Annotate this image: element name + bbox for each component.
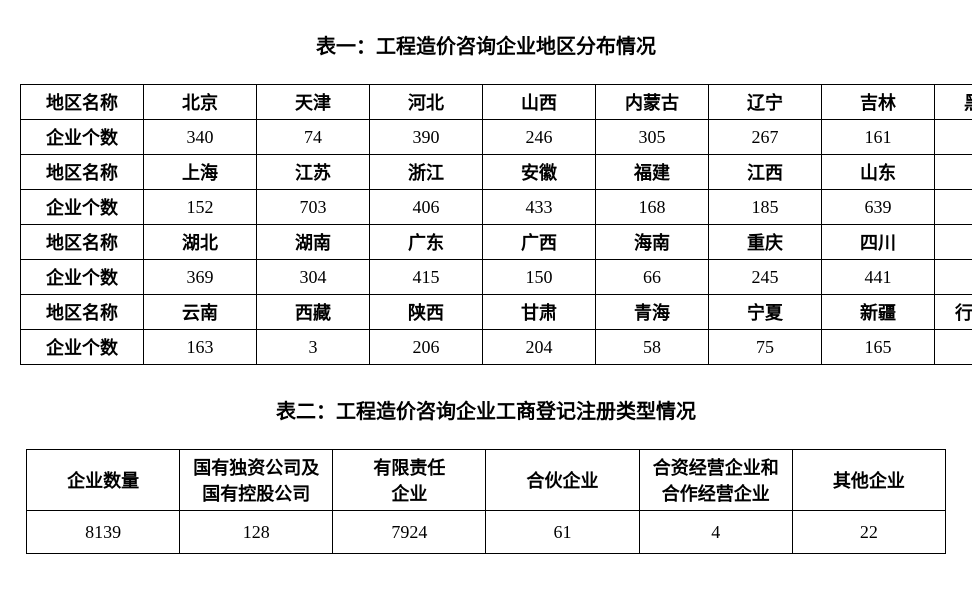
t2-header-cell: 合资经营企业和 合作经营企业 bbox=[639, 450, 792, 511]
table2-title: 表二：工程造价咨询企业工商登记注册类型情况 bbox=[20, 395, 952, 424]
count-row-label: 企业个数 bbox=[21, 260, 144, 295]
count-cell: 185 bbox=[709, 190, 822, 225]
region-cell: 河南 bbox=[935, 155, 972, 190]
count-cell: 204 bbox=[483, 330, 596, 365]
count-cell: 406 bbox=[370, 190, 483, 225]
count-cell: 148 bbox=[935, 120, 972, 155]
table1-title: 表一：工程造价咨询企业地区分布情况 bbox=[20, 30, 952, 59]
region-cell: 浙江 bbox=[370, 155, 483, 190]
region-cell: 河北 bbox=[370, 85, 483, 120]
count-cell: 75 bbox=[709, 330, 822, 365]
region-cell: 天津 bbox=[257, 85, 370, 120]
count-cell: 245 bbox=[709, 260, 822, 295]
count-cell: 703 bbox=[257, 190, 370, 225]
count-cell: 74 bbox=[257, 120, 370, 155]
t2-value-cell: 22 bbox=[792, 511, 945, 554]
t2-header-cell: 有限责任 企业 bbox=[333, 450, 486, 511]
count-row-label: 企业个数 bbox=[21, 330, 144, 365]
region-cell: 海南 bbox=[596, 225, 709, 260]
count-cell: 3 bbox=[257, 330, 370, 365]
count-row-label: 企业个数 bbox=[21, 120, 144, 155]
region-cell: 江苏 bbox=[257, 155, 370, 190]
t2-value-cell: 61 bbox=[486, 511, 639, 554]
region-cell: 江西 bbox=[709, 155, 822, 190]
t2-value-cell: 8139 bbox=[27, 511, 180, 554]
region-cell: 重庆 bbox=[709, 225, 822, 260]
region-cell: 吉林 bbox=[822, 85, 935, 120]
count-cell: 340 bbox=[144, 120, 257, 155]
count-cell: 313 bbox=[935, 190, 972, 225]
region-cell: 陕西 bbox=[370, 295, 483, 330]
t2-header-cell: 其他企业 bbox=[792, 450, 945, 511]
count-row-label: 企业个数 bbox=[21, 190, 144, 225]
region-cell: 山东 bbox=[822, 155, 935, 190]
region-cell: 行业归口 bbox=[935, 295, 972, 330]
region-cell: 广东 bbox=[370, 225, 483, 260]
region-cell: 云南 bbox=[144, 295, 257, 330]
region-cell: 新疆 bbox=[822, 295, 935, 330]
table1: 地区名称北京天津河北山西内蒙古辽宁吉林黑龙江企业个数34074390246305… bbox=[20, 84, 972, 365]
count-cell: 415 bbox=[370, 260, 483, 295]
region-cell: 福建 bbox=[596, 155, 709, 190]
region-row-label: 地区名称 bbox=[21, 225, 144, 260]
count-cell: 433 bbox=[483, 190, 596, 225]
count-cell: 168 bbox=[596, 190, 709, 225]
count-cell: 152 bbox=[144, 190, 257, 225]
region-cell: 贵州 bbox=[935, 225, 972, 260]
region-cell: 上海 bbox=[144, 155, 257, 190]
t2-value-cell: 128 bbox=[180, 511, 333, 554]
count-cell: 163 bbox=[144, 330, 257, 365]
count-cell: 390 bbox=[370, 120, 483, 155]
count-cell: 206 bbox=[370, 330, 483, 365]
t2-value-cell: 7924 bbox=[333, 511, 486, 554]
region-cell: 山西 bbox=[483, 85, 596, 120]
region-cell: 甘肃 bbox=[483, 295, 596, 330]
count-cell: 223 bbox=[935, 330, 972, 365]
region-cell: 湖南 bbox=[257, 225, 370, 260]
t2-header-cell: 企业数量 bbox=[27, 450, 180, 511]
count-cell: 304 bbox=[257, 260, 370, 295]
region-cell: 辽宁 bbox=[709, 85, 822, 120]
count-cell: 639 bbox=[822, 190, 935, 225]
count-cell: 246 bbox=[483, 120, 596, 155]
region-cell: 内蒙古 bbox=[596, 85, 709, 120]
region-cell: 湖北 bbox=[144, 225, 257, 260]
count-cell: 66 bbox=[596, 260, 709, 295]
region-row-label: 地区名称 bbox=[21, 85, 144, 120]
region-cell: 四川 bbox=[822, 225, 935, 260]
count-cell: 441 bbox=[822, 260, 935, 295]
count-cell: 267 bbox=[709, 120, 822, 155]
t2-header-cell: 合伙企业 bbox=[486, 450, 639, 511]
region-cell: 青海 bbox=[596, 295, 709, 330]
t2-header-cell: 国有独资公司及 国有控股公司 bbox=[180, 450, 333, 511]
count-cell: 161 bbox=[822, 120, 935, 155]
region-row-label: 地区名称 bbox=[21, 155, 144, 190]
region-cell: 宁夏 bbox=[709, 295, 822, 330]
region-cell: 北京 bbox=[144, 85, 257, 120]
region-cell: 广西 bbox=[483, 225, 596, 260]
count-cell: 369 bbox=[144, 260, 257, 295]
table2: 企业数量国有独资公司及 国有控股公司有限责任 企业合伙企业合资经营企业和 合作经… bbox=[26, 449, 946, 554]
count-cell: 305 bbox=[596, 120, 709, 155]
region-cell: 西藏 bbox=[257, 295, 370, 330]
region-row-label: 地区名称 bbox=[21, 295, 144, 330]
region-cell: 黑龙江 bbox=[935, 85, 972, 120]
region-cell: 安徽 bbox=[483, 155, 596, 190]
t2-value-cell: 4 bbox=[639, 511, 792, 554]
count-cell: 58 bbox=[596, 330, 709, 365]
count-cell: 165 bbox=[822, 330, 935, 365]
count-cell: 122 bbox=[935, 260, 972, 295]
count-cell: 150 bbox=[483, 260, 596, 295]
